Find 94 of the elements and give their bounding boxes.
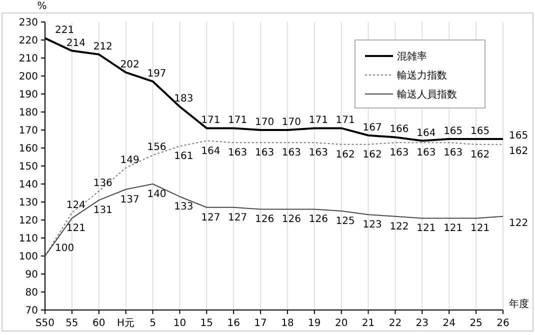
data-label: 121: [66, 223, 86, 234]
y-axis-title: %: [37, 1, 47, 12]
data-label: 161: [174, 151, 194, 162]
data-label: 163: [254, 148, 274, 159]
data-label: 214: [66, 38, 86, 49]
y-tick-label: 120: [18, 216, 38, 226]
data-label: 202: [120, 59, 140, 70]
y-tick-label: 220: [18, 36, 38, 46]
data-label: 122: [390, 221, 409, 232]
line-series: [44, 140, 504, 256]
x-tick-label: 18: [281, 318, 294, 329]
data-label: 165: [444, 126, 463, 137]
y-tick-label: 210: [18, 54, 38, 64]
data-label: 156: [147, 142, 166, 154]
legend-label: 輸送力指数: [397, 70, 447, 82]
legend-label: 混雑率: [397, 50, 427, 62]
data-label: 163: [282, 148, 302, 159]
data-label: 166: [390, 124, 409, 136]
data-label: 126: [282, 214, 302, 226]
x-tick-label: 24: [442, 318, 456, 329]
x-tick-label: 60: [92, 318, 106, 329]
data-label: 123: [362, 220, 382, 231]
data-label: 122: [509, 218, 528, 229]
y-tick-label: 70: [25, 306, 38, 316]
data-label: 125: [336, 216, 355, 227]
data-label: 162: [336, 149, 355, 160]
x-tick-label: 17: [254, 318, 267, 329]
y-tick-label: 140: [18, 180, 38, 190]
data-label: 162: [362, 149, 382, 160]
data-label: 165: [509, 130, 528, 142]
data-label: 165: [470, 126, 490, 137]
y-tick-label: 150: [18, 162, 38, 172]
data-label: 212: [93, 41, 112, 52]
data-label: 170: [254, 117, 274, 128]
data-label: 126: [254, 214, 274, 226]
data-label: 171: [336, 115, 355, 126]
legend-label: 輸送人員指数: [397, 88, 457, 100]
data-label: 162: [470, 149, 490, 160]
data-label: 100: [55, 243, 74, 254]
x-tick-label: 23: [416, 318, 429, 329]
data-label: 137: [120, 194, 140, 206]
y-tick-label: 80: [25, 288, 38, 298]
y-tick-label: 100: [18, 252, 38, 262]
y-tick-label: 130: [18, 198, 38, 208]
data-label: 149: [120, 154, 140, 166]
data-label: 171: [308, 115, 328, 126]
data-label: 171: [228, 115, 248, 126]
x-tick-label: 55: [66, 318, 78, 329]
data-label: 164: [416, 128, 436, 139]
data-label: 163: [444, 148, 463, 159]
data-label: 127: [201, 212, 220, 224]
y-tick-label: 200: [18, 72, 38, 82]
data-label: 121: [444, 223, 463, 234]
y-tick-label: 180: [18, 108, 38, 118]
data-label: 133: [174, 202, 194, 213]
y-tick-label: 190: [18, 90, 38, 100]
x-tick-label: 5: [150, 318, 156, 329]
y-tick-label: 90: [25, 270, 38, 280]
data-label: 197: [147, 68, 166, 80]
y-tick-label: 160: [18, 144, 38, 154]
data-label: 221: [55, 25, 74, 36]
x-tick-label: 15: [200, 318, 214, 329]
data-label: 163: [416, 148, 436, 159]
y-tick-label: 230: [18, 18, 38, 28]
x-tick-label: 25: [470, 318, 482, 329]
x-tick-label: H元: [117, 318, 135, 329]
data-label: 121: [416, 223, 436, 234]
data-label: 163: [390, 148, 409, 159]
data-label: 140: [147, 189, 166, 200]
data-label: 171: [201, 115, 220, 126]
x-tick-label: 22: [388, 318, 402, 329]
data-label: 163: [228, 148, 248, 159]
data-label: 136: [93, 178, 112, 190]
x-axis-title: 年度: [509, 298, 529, 310]
y-tick-label: 110: [18, 234, 38, 244]
x-tick-label: S50: [35, 318, 55, 329]
data-label: 163: [308, 148, 328, 159]
data-label: 131: [93, 205, 112, 216]
data-label: 162: [509, 146, 528, 157]
data-label: 170: [282, 117, 302, 128]
data-label: 183: [174, 94, 194, 105]
data-label: 124: [66, 200, 86, 211]
x-tick-label: 20: [334, 318, 348, 329]
data-label: 126: [308, 214, 328, 226]
data-label: 127: [228, 212, 248, 224]
data-label: 164: [201, 146, 220, 157]
x-tick-label: 16: [227, 318, 240, 329]
x-tick-label: 10: [173, 318, 186, 329]
x-tick-label: 26: [496, 318, 510, 329]
x-tick-label: 21: [362, 318, 375, 329]
data-label: 121: [470, 223, 490, 234]
data-label: 167: [362, 122, 382, 134]
x-tick-label: 19: [308, 318, 321, 329]
y-tick-label: 170: [18, 126, 38, 136]
